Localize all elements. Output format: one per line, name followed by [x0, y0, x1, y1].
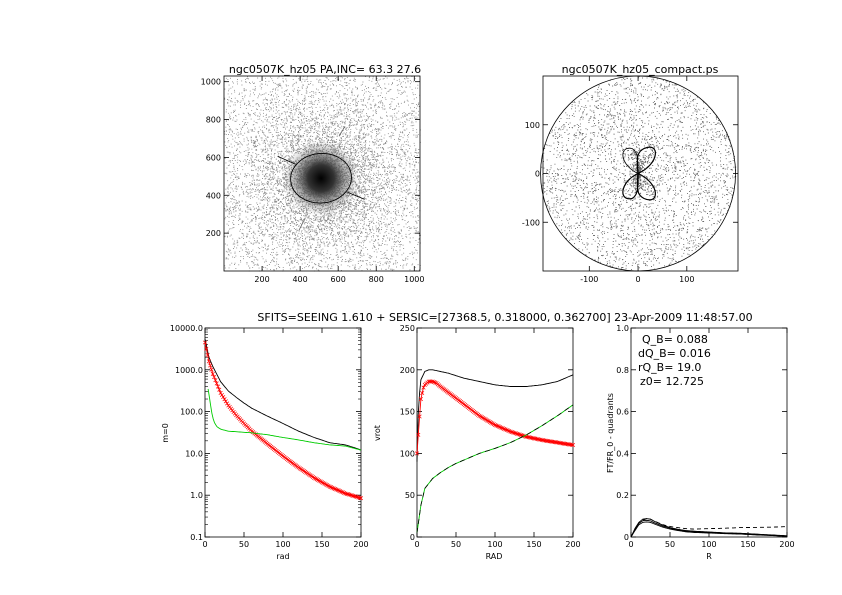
vrot-xtick-label: 50 [451, 540, 461, 549]
compact-ytick-label: 0 [535, 170, 540, 179]
panel-image-axes: 200 400 600 800 1000 200 400 600 800 1000 [201, 75, 424, 284]
vrot-frame [416, 327, 574, 538]
pa-marker-right [347, 191, 365, 200]
compact-ytick-label: -100 [522, 218, 540, 227]
inc-marker-top [338, 126, 346, 137]
vrot-ytick-label: 150 [400, 408, 415, 417]
fourier-ytick-label: 0.6 [616, 408, 629, 417]
profile-xtick-label: 200 [353, 540, 368, 549]
panel-compact-frame [542, 75, 739, 272]
vrot-ytick-label: 200 [400, 366, 415, 375]
panel-fourier-plot: 0 50 100 150 200 0 0.2 0.4 0.6 0.8 1.0 [616, 324, 794, 549]
compact-pixels [540, 75, 737, 272]
panel-vrot: 0 50 100 150 200 0 50 100 150 200 250 RAD vrot [373, 324, 581, 561]
annotation-rq-b: rQ_B= 19.0 [638, 361, 701, 374]
panel-profile: 0 50 100 150 200 0.1 1.0 10.0 100.0 1000.0 10000.0… [161, 324, 369, 561]
vrot-ytick-label: 50 [405, 491, 415, 500]
profile-ytick-label: 100.0 [180, 408, 203, 417]
compact-xtick-label: 0 [636, 275, 641, 284]
profile-ytick-label: 0.1 [190, 533, 203, 542]
annotation-dq-b: dQ_B= 0.016 [638, 347, 711, 360]
image-ytick-label: 800 [206, 116, 221, 125]
panel-image: ngc0507K_hz05 PA,INC= 63.3 27.6 200 400 60… [201, 63, 425, 284]
profile-xtick-label: 150 [314, 540, 329, 549]
profile-xtick-label: 50 [239, 540, 249, 549]
compact-noise [541, 76, 737, 270]
annotation-z0: z0= 12.725 [640, 375, 704, 388]
lobe-upper-left [622, 147, 639, 174]
fourier-xtick-label: 150 [740, 540, 755, 549]
pa-marker-left [277, 155, 296, 165]
fourier-ytick-label: 0 [624, 533, 629, 542]
compact-ytick-label: 100 [525, 121, 540, 130]
fourier-xtick-label: 0 [628, 540, 633, 549]
panel-image-title: ngc0507K_hz05 PA,INC= 63.3 27.6 [229, 63, 421, 76]
profile-frame [204, 327, 362, 538]
panel-fourier-ylabel: FT/FR_0 - quadrants [606, 393, 615, 473]
panel-profile-plot: 0 50 100 150 200 0.1 1.0 10.0 100.0 1000.0 10000.0 [170, 324, 369, 549]
profile-markers-red [202, 340, 364, 501]
lobe-lower-left [622, 172, 639, 200]
panel-compact-axes: -100 0 100 -100 0 100 [522, 75, 739, 284]
vrot-ytick-label: 0 [410, 533, 415, 542]
panel-vrot-ylabel: vrot [373, 425, 382, 441]
profile-series-black [204, 338, 362, 451]
profile-xtick-label: 100 [275, 540, 290, 549]
profile-series-red [204, 342, 362, 499]
annotation-q-b: Q_B= 0.088 [642, 333, 708, 346]
compact-xtick-label: 100 [679, 275, 694, 284]
panel-compact-title: ngc0507K_hz05_compact.ps [562, 63, 719, 76]
vrot-xtick-label: 200 [565, 540, 580, 549]
vrot-series-black [416, 369, 574, 462]
panel-image-frame [223, 75, 421, 272]
image-xtick-label: 400 [292, 275, 307, 284]
fourier-ytick-label: 0.4 [616, 449, 629, 458]
profile-ytick-label: 1000.0 [175, 366, 203, 375]
panel-profile-ylabel: m=0 [161, 423, 170, 443]
fourier-series-black-dashed [630, 518, 788, 538]
fourier-ytick-label: 0.2 [616, 491, 629, 500]
image-xtick-label: 800 [369, 275, 384, 284]
fourier-series-black [630, 521, 788, 538]
vrot-ytick-label: 100 [400, 449, 415, 458]
vrot-ytick-label: 250 [400, 324, 415, 333]
panel-vrot-plot: 0 50 100 150 200 0 50 100 150 200 250 [400, 324, 581, 549]
compact-xtick-label: -100 [580, 275, 598, 284]
image-ytick-label: 200 [206, 229, 221, 238]
vrot-xtick-label: 150 [526, 540, 541, 549]
panel-profile-xlabel: rad [276, 552, 289, 561]
image-pixels [224, 75, 421, 272]
image-xtick-label: 200 [254, 275, 269, 284]
vrot-xtick-label: 0 [414, 540, 419, 549]
panel-fourier: 0 50 100 150 200 0 0.2 0.4 0.6 0.8 1.0 R FT/FR_0 -… [606, 324, 795, 561]
profile-ytick-label: 10.0 [185, 449, 203, 458]
vrot-xtick-label: 100 [487, 540, 502, 549]
profile-ytick-label: 10000.0 [170, 324, 203, 333]
panel-vrot-xlabel: RAD [486, 552, 503, 561]
panel-compact: ngc0507K_hz05_compact.ps -100 0 100 -100 0 10… [522, 63, 739, 284]
fourier-ytick-label: 0.8 [616, 366, 629, 375]
vrot-markers-red [414, 379, 576, 456]
galaxy-core [283, 140, 360, 217]
figure-header: SFITS=SEEING 1.610 + SERSIC=[27368.5, 0.… [257, 311, 752, 324]
profile-series-green [207, 388, 362, 451]
fourier-xtick-label: 100 [701, 540, 716, 549]
vrot-series-green-overlay [416, 404, 574, 533]
image-ytick-label: 400 [206, 191, 221, 200]
fourier-xtick-label: 200 [779, 540, 794, 549]
profile-ytick-label: 1.0 [190, 491, 203, 500]
profile-xtick-label: 0 [202, 540, 207, 549]
image-ytick-label: 1000 [201, 78, 221, 87]
fit-ellipse [290, 152, 352, 204]
panel-fourier-xlabel: R [706, 552, 712, 561]
image-xtick-label: 1000 [404, 275, 424, 284]
fourier-ytick-label: 1.0 [616, 324, 629, 333]
inc-marker-bottom [298, 218, 306, 231]
image-xtick-label: 600 [331, 275, 346, 284]
fourier-xtick-label: 50 [665, 540, 675, 549]
image-ytick-label: 600 [206, 153, 221, 162]
